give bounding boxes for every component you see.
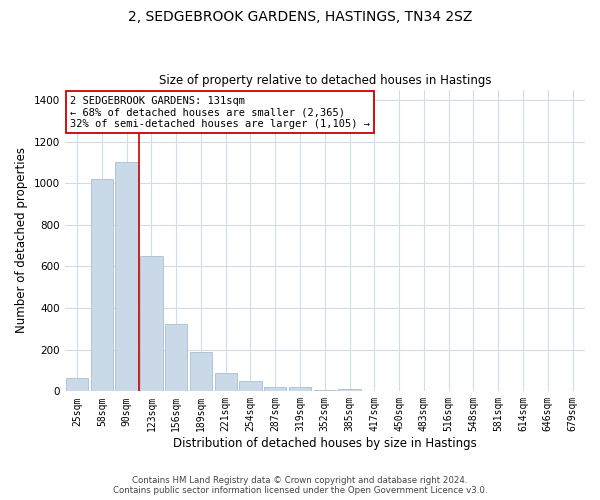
Title: Size of property relative to detached houses in Hastings: Size of property relative to detached ho… [158,74,491,87]
Text: 2, SEDGEBROOK GARDENS, HASTINGS, TN34 2SZ: 2, SEDGEBROOK GARDENS, HASTINGS, TN34 2S… [128,10,472,24]
Bar [215,372,237,392]
Bar [264,387,286,392]
Bar [239,382,262,392]
Bar [91,179,113,392]
Bar [190,352,212,392]
Text: Contains HM Land Registry data © Crown copyright and database right 2024.
Contai: Contains HM Land Registry data © Crown c… [113,476,487,495]
Bar [115,162,138,392]
Bar [66,378,88,392]
Y-axis label: Number of detached properties: Number of detached properties [15,148,28,334]
Bar [338,390,361,392]
Bar [314,390,336,392]
Text: 2 SEDGEBROOK GARDENS: 131sqm
← 68% of detached houses are smaller (2,365)
32% of: 2 SEDGEBROOK GARDENS: 131sqm ← 68% of de… [70,96,370,129]
Bar [140,256,163,392]
X-axis label: Distribution of detached houses by size in Hastings: Distribution of detached houses by size … [173,437,477,450]
Bar [165,324,187,392]
Bar [289,387,311,392]
